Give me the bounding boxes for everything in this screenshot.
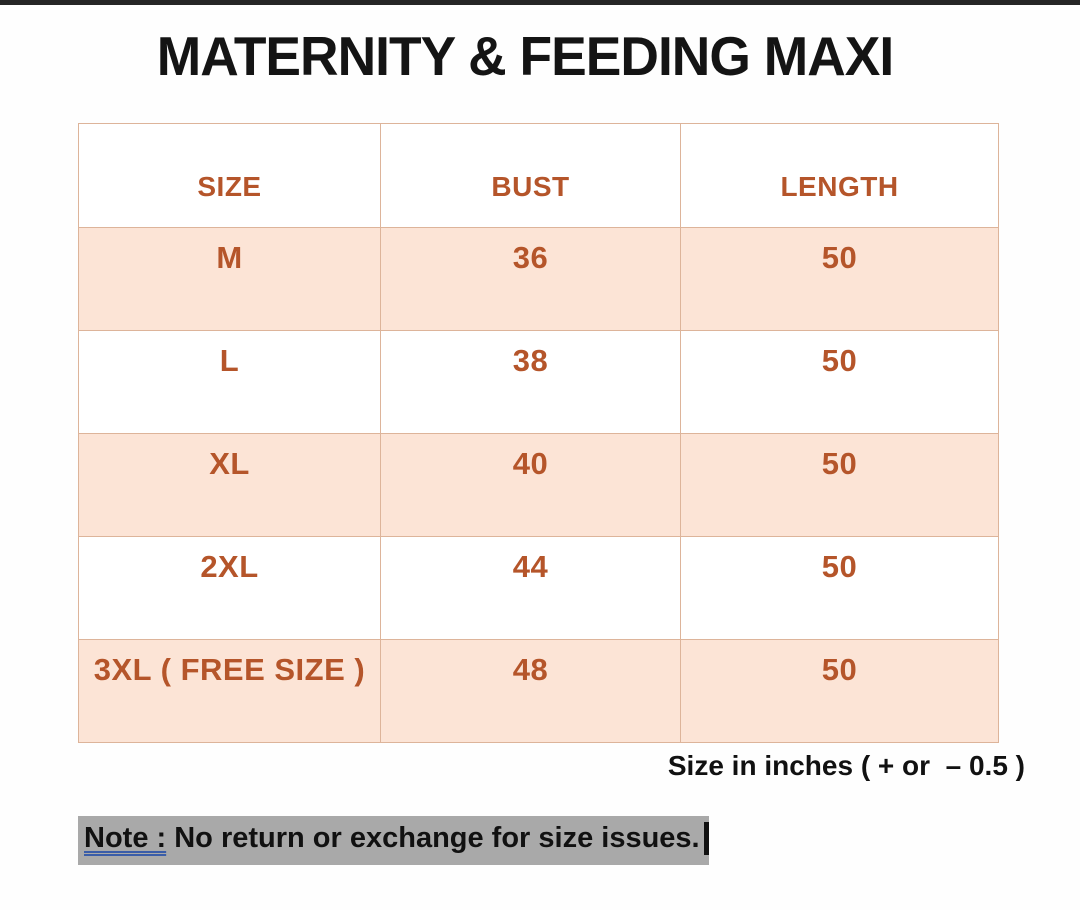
- note-line: Note : No return or exchange for size is…: [78, 816, 709, 865]
- cell-length: 50: [680, 330, 999, 434]
- cell-length: 50: [680, 433, 999, 537]
- table-body: M 36 50 L 38 50 XL 40 50 2XL 44 50 3XL (…: [78, 227, 999, 743]
- cell-size: XL: [78, 433, 381, 537]
- table-row: 3XL ( FREE SIZE ) 48 50: [78, 639, 999, 743]
- table-row: L 38 50: [78, 330, 999, 434]
- cell-length: 50: [680, 227, 999, 331]
- cell-bust: 36: [380, 227, 681, 331]
- size-unit-caption: Size in inches ( + or – 0.5 ): [667, 750, 1025, 781]
- table-row: M 36 50: [78, 227, 999, 331]
- table-row: XL 40 50: [78, 433, 999, 537]
- size-chart-table: SIZE BUST LENGTH M 36 50 L 38 50 XL 40 5…: [78, 123, 999, 743]
- note-label: Note :: [84, 822, 167, 854]
- table-row: 2XL 44 50: [78, 536, 999, 640]
- cell-size: M: [78, 227, 381, 331]
- cell-size: L: [78, 330, 381, 434]
- cell-bust: 48: [380, 639, 681, 743]
- note-highlight: Note : No return or exchange for size is…: [78, 816, 709, 865]
- column-header-bust: BUST: [380, 123, 681, 228]
- cell-length: 50: [680, 536, 999, 640]
- column-header-size: SIZE: [78, 123, 381, 228]
- top-edge-bar: [0, 0, 1080, 5]
- note-text: No return or exchange for size issues.: [166, 822, 700, 854]
- page-title: MATERNITY & FEEDING MAXI: [156, 25, 894, 87]
- cell-size: 3XL ( FREE SIZE ): [78, 639, 381, 743]
- cell-length: 50: [680, 639, 999, 743]
- cell-bust: 40: [380, 433, 681, 537]
- cell-bust: 44: [380, 536, 681, 640]
- cell-size: 2XL: [78, 536, 381, 640]
- cell-bust: 38: [380, 330, 681, 434]
- table-header-row: SIZE BUST LENGTH: [78, 123, 999, 228]
- column-header-length: LENGTH: [680, 123, 999, 228]
- text-cursor: [703, 822, 709, 855]
